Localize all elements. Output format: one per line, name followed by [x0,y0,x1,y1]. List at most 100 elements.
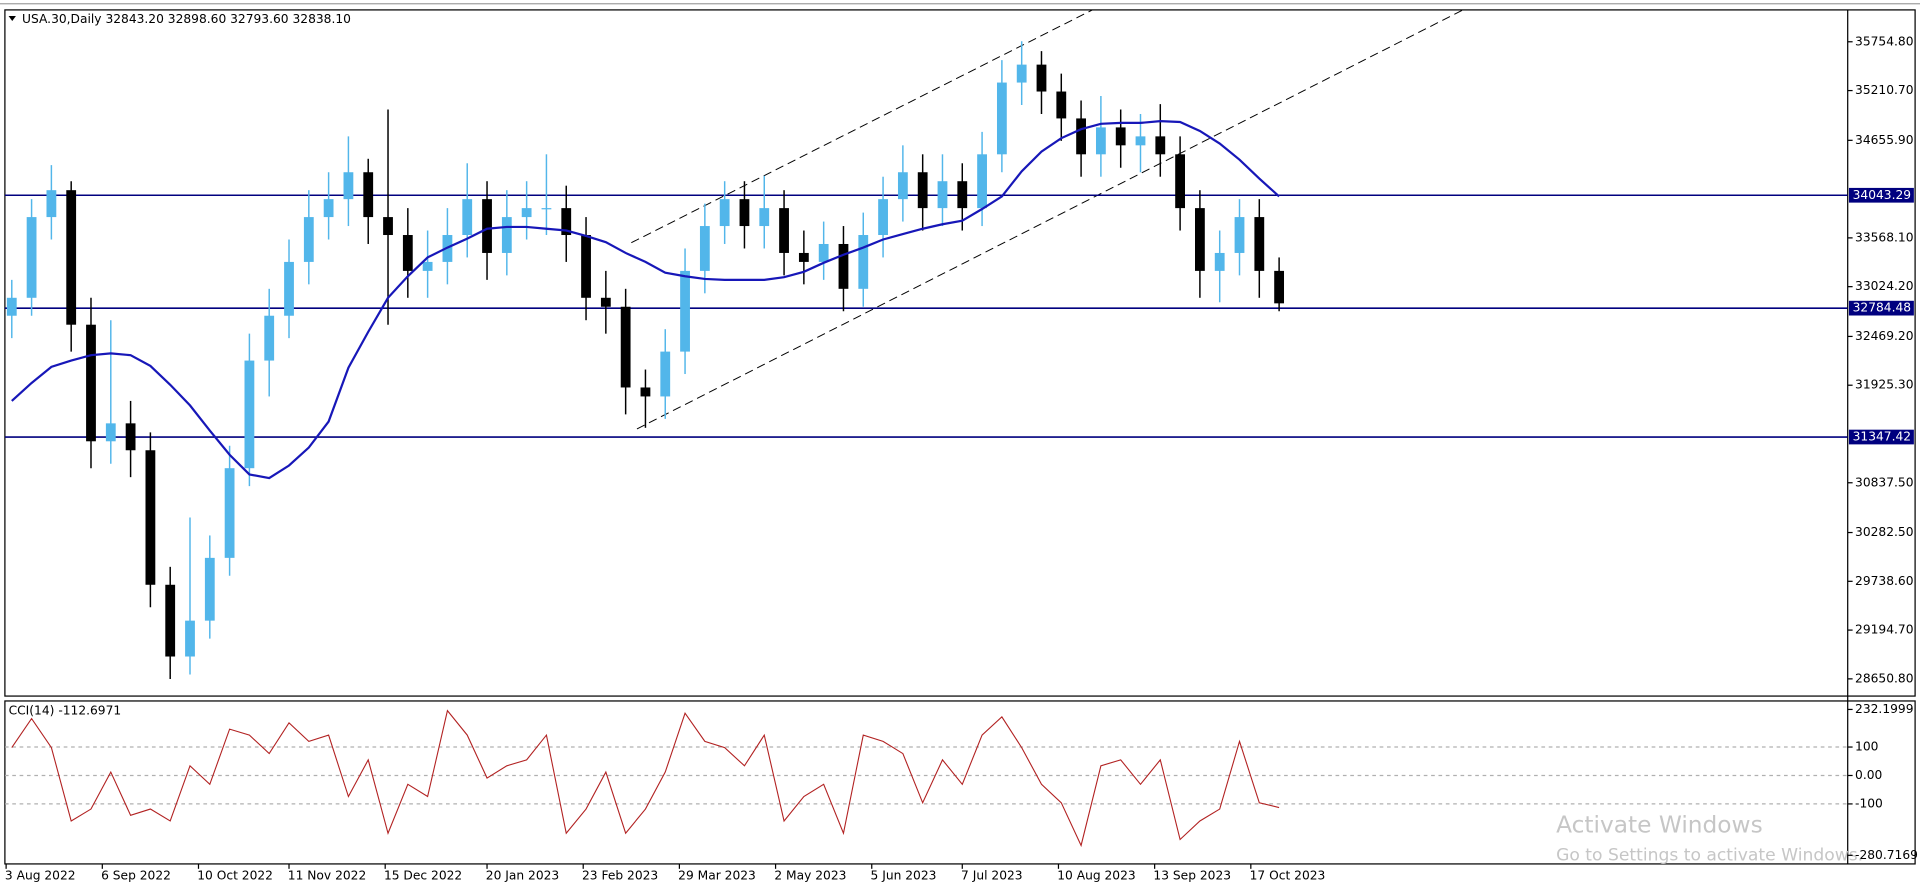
candle-body [541,208,552,210]
y-tick-label: 30837.50 [1855,475,1913,489]
candle-body [244,360,255,469]
candle-body [1036,64,1047,92]
candle-body [818,243,829,262]
candle-body [1195,208,1205,271]
candle-body [739,199,750,227]
candle-body [1274,270,1285,304]
price-plot [4,9,1848,679]
candle-body [660,351,671,397]
candle-body [145,450,156,585]
main-panel [4,9,1916,697]
candle-body [343,172,354,200]
candle-body [1155,136,1166,155]
candle-body [917,172,928,209]
candle-body [422,261,433,271]
cci-panel [4,700,1916,865]
y-tick-label: -280.7169 [1855,848,1918,862]
y-tick-label: 35210.70 [1855,83,1913,97]
x-tick-label: 23 Feb 2023 [582,869,658,883]
cci-title: CCI(14) -112.6971 [9,703,122,717]
y-tick-label: 34655.90 [1855,133,1913,147]
x-tick-label: 29 Mar 2023 [678,869,756,883]
level-label-box [1848,187,1914,203]
candle-body [204,557,215,621]
candle-body [1095,127,1106,155]
candle-body [897,172,908,200]
x-tick-label: 11 Nov 2022 [288,869,366,883]
candle-body [264,315,275,361]
moving-average [11,120,1280,480]
level-label-box [1848,429,1914,445]
chart-title: USA.30,Daily 32843.20 32898.60 32793.60 … [22,12,351,26]
candle-body [46,190,57,218]
candle-body [1135,136,1146,146]
y-tick-label: 100 [1855,740,1878,754]
candle-body [323,199,334,218]
candle-body [383,217,393,236]
candle-body [26,217,37,298]
candle-body [581,235,591,298]
candle-body [402,235,413,271]
x-tick-label: 2 May 2023 [774,869,846,883]
candle-body [1254,217,1265,271]
x-tick-label: 5 Jun 2023 [871,869,937,883]
x-tick-label: 6 Sep 2022 [101,869,171,883]
candle-body [798,252,809,262]
candle-body [284,261,294,316]
y-tick-label: 35754.80 [1855,34,1913,48]
x-tick-label: 17 Oct 2023 [1250,869,1326,883]
candle-body [1056,91,1067,119]
candle-body [165,584,176,657]
trend-line [636,9,1464,430]
candle-body [501,217,512,253]
candle-body [462,199,473,236]
y-tick-label: 29738.60 [1855,574,1913,588]
candle-body [600,297,611,307]
y-tick-label: 30282.50 [1855,525,1913,539]
level-label: 31347.42 [1853,430,1911,444]
cci-plot [4,709,1848,848]
x-tick-label: 13 Sep 2023 [1153,869,1231,883]
candle-body [1175,154,1186,209]
candle-body [86,324,96,442]
x-tick-label: 3 Aug 2022 [5,869,76,883]
candle-body [1214,252,1225,271]
candle-body [719,199,730,227]
candle-body [957,181,968,209]
x-tick-label: 10 Aug 2023 [1057,869,1135,883]
cci-line [11,709,1280,848]
candle-body [125,423,136,451]
candle-body [224,468,235,558]
x-tick-label: 10 Oct 2022 [197,869,273,883]
candle-body [838,243,849,289]
y-tick-label: -100 [1855,796,1883,810]
candle-body [6,297,17,316]
candle-body [937,181,948,209]
watermark-title: Activate Windows [1556,811,1763,838]
candle-body [561,208,572,236]
y-tick-label: 32469.20 [1855,329,1913,343]
y-tick-label: 232.1999 [1855,702,1913,716]
candle-body [699,226,710,271]
candle-body [779,208,789,253]
candle-body [1076,118,1086,155]
watermark-text: Go to Settings to activate Windows. [1556,845,1863,865]
y-tick-label: 28650.80 [1855,671,1913,685]
candle-body [620,306,631,388]
candle-body [66,190,77,325]
candle-body [996,82,1007,155]
level-label: 32784.48 [1853,301,1911,315]
candle-body [858,235,869,289]
candle-body [363,172,374,218]
candle-body [482,199,492,253]
trend-line [631,9,1093,244]
level-label-box [1848,300,1914,316]
candle-body [680,270,690,352]
candle-body [521,208,532,218]
x-tick-label: 7 Jul 2023 [961,869,1023,883]
y-tick-label: 31925.30 [1855,378,1913,392]
y-tick-label: 29194.70 [1855,623,1913,637]
candle-body [1016,64,1027,83]
level-label: 34043.29 [1853,188,1911,202]
